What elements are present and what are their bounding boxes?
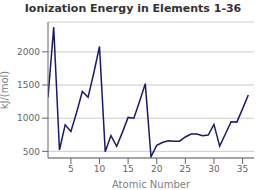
svg-text:35: 35 (237, 164, 248, 174)
svg-text:500: 500 (23, 147, 40, 157)
svg-text:15: 15 (122, 164, 133, 174)
svg-text:Atomic Number: Atomic Number (112, 179, 191, 190)
svg-text:10: 10 (94, 164, 106, 174)
svg-text:20: 20 (151, 164, 163, 174)
html-text:Ionization Energy in Elements: Ionization Energy in Elements 1-36 (24, 2, 242, 15)
svg-text:5: 5 (68, 164, 74, 174)
svg-text:1500: 1500 (17, 80, 40, 90)
svg-text:25: 25 (180, 164, 191, 174)
svg-text:1000: 1000 (17, 113, 40, 123)
svg-text:kJ/(mol): kJ/(mol) (8, 71, 10, 110)
svg-text:30: 30 (208, 164, 220, 174)
svg-text:2000: 2000 (17, 47, 40, 57)
